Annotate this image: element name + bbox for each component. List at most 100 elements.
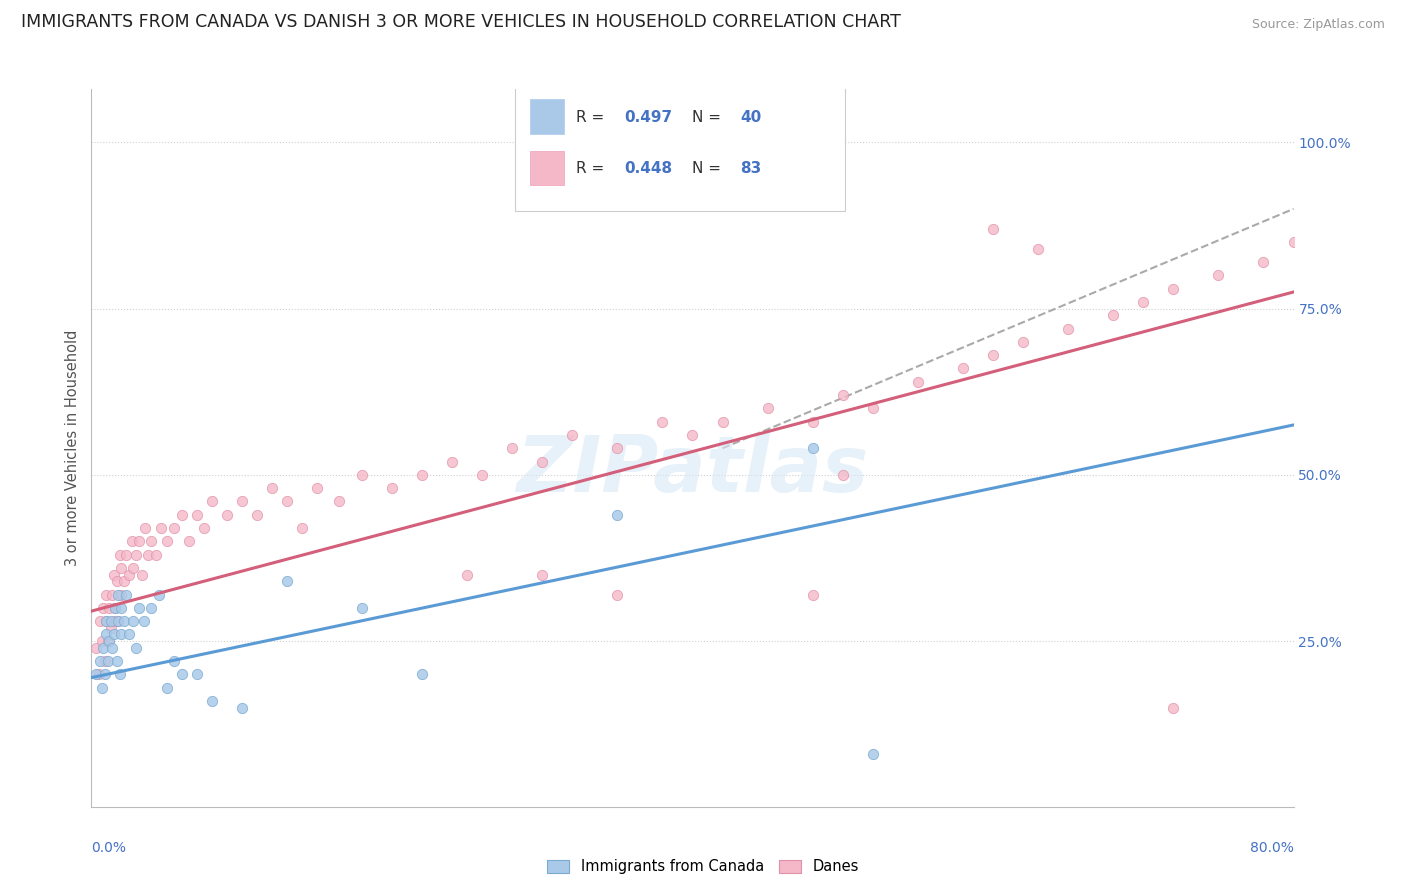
Point — [128, 600, 150, 615]
Point — [305, 481, 328, 495]
Text: N =: N = — [692, 110, 727, 125]
Text: 0.448: 0.448 — [624, 161, 672, 177]
Point — [100, 614, 122, 628]
Point — [201, 694, 224, 708]
Point — [115, 548, 138, 562]
Point — [103, 627, 125, 641]
Point — [981, 222, 1004, 236]
Point — [101, 587, 124, 601]
Point — [96, 614, 118, 628]
Text: R =: R = — [576, 110, 609, 125]
Point — [1282, 235, 1305, 249]
Point — [105, 654, 128, 668]
Text: R =: R = — [576, 161, 609, 177]
Point — [186, 667, 208, 681]
Point — [411, 467, 433, 482]
Point — [134, 521, 156, 535]
Point — [711, 415, 734, 429]
Point — [128, 534, 150, 549]
FancyBboxPatch shape — [530, 151, 564, 186]
Point — [276, 574, 298, 589]
Point — [122, 614, 145, 628]
Point — [131, 567, 153, 582]
Point — [110, 627, 132, 641]
Point — [862, 401, 884, 416]
Y-axis label: 3 or more Vehicles in Household: 3 or more Vehicles in Household — [65, 330, 80, 566]
Point — [651, 415, 673, 429]
Point — [193, 521, 215, 535]
Point — [141, 534, 163, 549]
Point — [96, 614, 118, 628]
Point — [756, 401, 779, 416]
Point — [110, 600, 132, 615]
Point — [100, 621, 122, 635]
Point — [1208, 268, 1230, 283]
Point — [115, 587, 138, 601]
Point — [1161, 700, 1184, 714]
Point — [260, 481, 283, 495]
Point — [291, 521, 314, 535]
Point — [606, 587, 628, 601]
Point — [84, 640, 107, 655]
Point — [121, 534, 143, 549]
Point — [105, 574, 128, 589]
Point — [87, 667, 110, 681]
Point — [98, 634, 121, 648]
FancyBboxPatch shape — [515, 86, 845, 211]
Point — [177, 534, 200, 549]
Point — [1132, 295, 1154, 310]
Point — [118, 627, 141, 641]
Point — [606, 442, 628, 455]
Point — [907, 375, 929, 389]
Point — [201, 494, 224, 508]
Point — [981, 348, 1004, 362]
Point — [125, 640, 148, 655]
Point — [108, 667, 131, 681]
Point — [952, 361, 974, 376]
Point — [103, 614, 125, 628]
Point — [118, 567, 141, 582]
Point — [350, 600, 373, 615]
Point — [132, 614, 155, 628]
Text: 0.497: 0.497 — [624, 110, 672, 125]
Point — [93, 600, 115, 615]
Point — [381, 481, 404, 495]
Point — [801, 587, 824, 601]
Text: ZIPatlas: ZIPatlas — [516, 432, 869, 508]
Point — [114, 614, 136, 628]
Point — [104, 600, 127, 615]
Point — [145, 548, 167, 562]
Point — [163, 521, 186, 535]
Point — [1161, 282, 1184, 296]
Point — [831, 388, 853, 402]
Point — [862, 747, 884, 761]
Text: Source: ZipAtlas.com: Source: ZipAtlas.com — [1251, 18, 1385, 31]
FancyBboxPatch shape — [530, 99, 564, 134]
Point — [186, 508, 208, 522]
Point — [94, 667, 117, 681]
Point — [681, 428, 703, 442]
Point — [96, 587, 118, 601]
Point — [561, 428, 583, 442]
Point — [103, 567, 125, 582]
Point — [114, 574, 136, 589]
Point — [122, 561, 145, 575]
Point — [350, 467, 373, 482]
Point — [90, 681, 112, 695]
Point — [125, 548, 148, 562]
Point — [97, 634, 120, 648]
Point — [149, 521, 172, 535]
Text: 80.0%: 80.0% — [1250, 841, 1294, 855]
Point — [98, 600, 121, 615]
Point — [163, 654, 186, 668]
Point — [801, 415, 824, 429]
Point — [831, 467, 853, 482]
Legend: Immigrants from Canada, Danes: Immigrants from Canada, Danes — [541, 854, 865, 880]
Point — [456, 567, 478, 582]
Point — [231, 700, 253, 714]
Point — [108, 548, 131, 562]
Point — [104, 600, 127, 615]
Point — [231, 494, 253, 508]
Point — [276, 494, 298, 508]
Point — [107, 614, 129, 628]
